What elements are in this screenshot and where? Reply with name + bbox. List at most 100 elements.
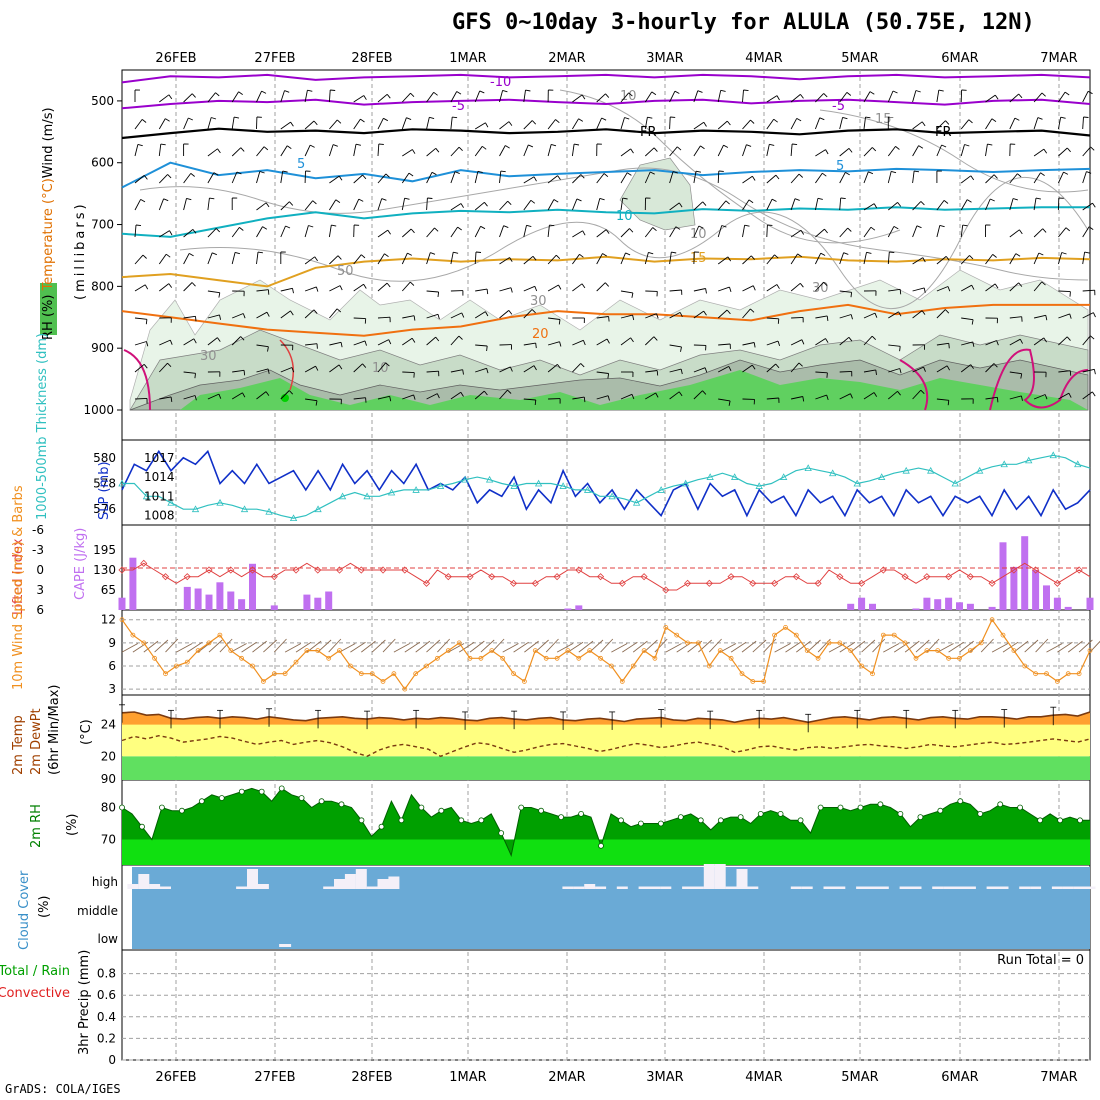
wind10-barb [350,641,366,653]
wind-barb-flag [460,392,464,397]
wind-barb-flag [535,343,537,349]
wind-barb-flag [1015,253,1021,257]
wind-barb [499,287,512,292]
cloud-high-box [573,886,585,889]
wind-speed-point [424,663,429,669]
wind-barb [936,286,949,292]
wind-barb [936,90,940,103]
wind-barb [523,365,535,373]
thickness-point [779,473,788,480]
thickness-point [142,492,151,500]
wind-barb [596,173,605,184]
wind-barb [1009,395,1022,400]
wind-barb [572,230,583,238]
rh-point [1017,804,1023,811]
wind-barb [134,317,147,320]
cape-bar [912,608,920,610]
wind-barb [936,342,949,346]
wind-barb [547,254,557,265]
wind-barb-flag [555,254,561,260]
rh-point [857,804,864,811]
wind-barb [936,120,946,130]
wind-barb-flag [869,91,875,95]
contour-label-0: -10 [490,75,511,90]
cloud-high-box [138,874,150,889]
wind-barb-flag [1086,171,1092,174]
date-label-top-7: 5MAR [841,51,878,66]
wind-barb-flag [386,282,391,288]
wind-barb [717,309,728,319]
wind-barb-flag [502,89,508,93]
cloud-high-box [790,886,802,889]
wind-barb-flag [850,292,853,298]
cape-ytick-2: 195 [93,543,116,557]
wind-barb-flag [1084,251,1090,254]
wind-barb-flag [528,144,534,148]
wind-barb [620,252,626,265]
lifted-point [1010,566,1018,574]
wind-barb-flag [1044,394,1048,400]
wind-barb [329,119,338,130]
wind-barb-flag [143,364,148,369]
wind-barb-flag [1041,92,1046,97]
lifted-point [640,573,648,581]
wind-barb-flag [752,176,756,181]
wind-barb-flag [798,173,804,178]
isotherm-20 [121,303,1090,337]
wind-barb [547,341,560,346]
wind-barb [669,226,677,238]
wind-barb [718,286,730,292]
wind-barb [329,255,339,265]
wind-barb-flag [994,94,999,100]
precip-label-total-rain: Total / Rain [0,964,70,979]
wind-barb [717,225,723,238]
wind-barb [863,91,871,103]
wind10-barb [273,638,287,653]
wind-barb [669,202,680,211]
wind-barb-flag [259,171,265,174]
wind-barb-flag [583,397,586,403]
wind-barb [693,201,704,211]
wind-barb-flag [358,198,364,202]
wind-speed-point [793,632,799,638]
wind-barb-flag [941,144,947,148]
wind-barb-flag [796,118,802,122]
wind-barb-flag [314,256,318,262]
wind-barb [693,367,706,373]
wind-barb-flag [534,286,538,292]
wind-barb-flag [1092,312,1096,318]
wind-barb-flag [922,257,926,263]
wind-barb-flag [970,175,975,181]
wind-barb-flag [579,253,584,258]
wind-barb [718,343,731,346]
wind-barb [1009,173,1018,184]
wind-barb-flag [557,364,561,369]
wind-barb-flag [1066,336,1071,341]
wind-barb [256,90,263,103]
wind-barb [669,252,672,265]
wind-barb [547,284,559,292]
thickness-point [927,466,935,474]
wind-barb [766,340,779,346]
wind-barb-flag [195,316,197,322]
wind-barb-flag [408,172,414,177]
wind-barb-flag [850,393,853,399]
wind10-barb [448,643,465,653]
contour-label-15: 50 [337,264,354,279]
wind-barb-flag [946,365,950,371]
thickness-point [902,466,910,474]
wind-barb [960,144,965,157]
cloud-high-box [388,876,400,889]
wind-speed-point [1033,671,1038,677]
wind-barb [960,364,971,373]
wind-barb-flag [362,174,367,180]
date-label-bottom-6: 4MAR [745,1070,782,1085]
wind-speed-point [195,648,201,653]
wind-barb-flag [819,117,825,121]
wind-barb-flag [1092,202,1096,208]
wind10-barb [1046,643,1063,653]
cloud-high-box [834,886,846,889]
thickness-point [1074,460,1082,468]
wind-barb [742,199,750,211]
wind-barb [183,315,196,319]
